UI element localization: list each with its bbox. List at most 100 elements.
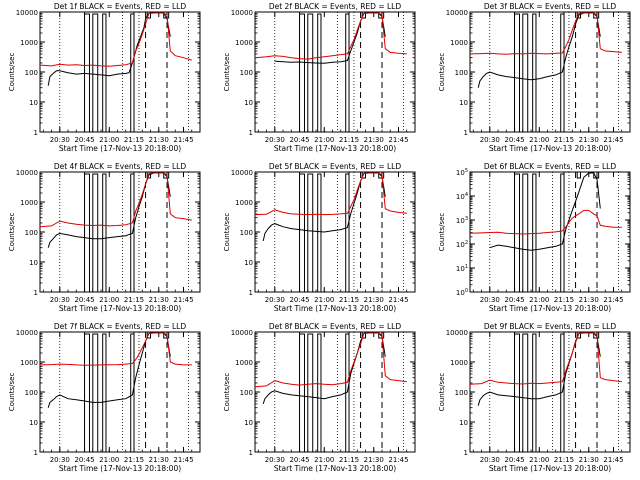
attenuator-marker: [593, 12, 600, 19]
panel-det-6f: Det 6f BLACK = Events, RED = LLD 100 101 10…: [438, 162, 631, 313]
x-tick-label: 21:45: [388, 456, 408, 464]
x-tick-label: 20:45: [504, 136, 524, 144]
x-tick-label: 21:45: [388, 296, 408, 304]
events-series-line: [489, 172, 601, 251]
events-series-line: [477, 12, 601, 88]
y-tick-label: 10000: [231, 9, 253, 17]
x-tick-label: 20:45: [74, 456, 94, 464]
x-tick-label: 21:30: [579, 136, 599, 144]
events-series-line: [262, 172, 386, 242]
data-gap-marker: [84, 173, 90, 292]
x-axis-label: Start Time (17-Nov-13 20:18:00): [274, 144, 396, 153]
x-tick-label: 21:30: [364, 456, 384, 464]
data-gap-marker: [299, 173, 305, 292]
attenuator-marker: [361, 172, 367, 179]
x-tick-label: 21:15: [124, 456, 144, 464]
y-tick-label: 100: [25, 69, 38, 77]
y-axis-label: Counts/sec: [223, 53, 231, 92]
y-tick-label: 103: [456, 216, 468, 225]
data-gap-marker: [345, 173, 350, 292]
events-series-line: [262, 332, 386, 405]
y-tick-label: 1: [464, 449, 468, 457]
x-tick-label: 20:30: [265, 136, 285, 144]
events-series-line: [477, 332, 601, 406]
data-gap-marker: [532, 333, 537, 452]
x-tick-label: 21:45: [603, 296, 623, 304]
x-tick-label: 21:15: [554, 456, 574, 464]
y-tick-label: 104: [456, 192, 468, 201]
data-gap-marker: [130, 333, 135, 452]
data-gap-marker: [317, 333, 322, 452]
x-tick-label: 21:00: [529, 136, 549, 144]
x-tick-label: 21:15: [339, 296, 359, 304]
x-tick-label: 21:00: [99, 136, 119, 144]
x-tick-label: 20:30: [265, 296, 285, 304]
y-tick-label: 10: [244, 259, 253, 267]
panel-det-1f: Det 1f BLACK = Events, RED = LLD 1 10 100 10…: [8, 2, 201, 153]
panel-title: Det 6f BLACK = Events, RED = LLD: [484, 162, 617, 171]
x-tick-label: 20:30: [50, 456, 70, 464]
y-tick-label: 100: [25, 229, 38, 237]
attenuator-marker: [378, 12, 385, 19]
data-gap-marker: [560, 173, 565, 292]
x-tick-label: 21:15: [124, 136, 144, 144]
panel-title: Det 7f BLACK = Events, RED = LLD: [54, 322, 187, 331]
data-gap-marker: [92, 333, 99, 452]
panel-det-8f: Det 8f BLACK = Events, RED = LLD 1 10 100 10…: [223, 322, 416, 473]
data-gap-marker: [522, 13, 529, 132]
lld-series-line: [254, 332, 407, 388]
x-tick-label: 21:15: [339, 456, 359, 464]
data-gap-marker: [514, 13, 520, 132]
x-tick-label: 20:45: [289, 456, 309, 464]
data-gap-marker: [130, 13, 135, 132]
plot-frame: [39, 331, 201, 453]
y-axis-label: Counts/sec: [8, 213, 16, 252]
y-tick-label: 10000: [16, 169, 38, 177]
data-gap-marker: [84, 333, 90, 452]
x-tick-label: 20:45: [74, 136, 94, 144]
y-tick-label: 10: [244, 419, 253, 427]
panel-det-2f: Det 2f BLACK = Events, RED = LLD 1 10 100 10…: [223, 2, 416, 153]
attenuator-marker: [576, 332, 582, 339]
x-axis-label: Start Time (17-Nov-13 20:18:00): [489, 464, 611, 473]
y-tick-label: 10000: [16, 329, 38, 337]
y-tick-label: 100: [240, 389, 253, 397]
data-gap-marker: [522, 333, 529, 452]
x-tick-label: 21:30: [579, 296, 599, 304]
panel-title: Det 3f BLACK = Events, RED = LLD: [484, 2, 617, 11]
y-tick-label: 102: [456, 240, 468, 249]
lld-series-line: [469, 332, 622, 385]
x-tick-label: 20:30: [480, 456, 500, 464]
y-tick-label: 1: [249, 129, 253, 137]
x-axis-label: Start Time (17-Nov-13 20:18:00): [59, 304, 181, 313]
x-tick-label: 21:00: [99, 456, 119, 464]
panel-det-7f: Det 7f BLACK = Events, RED = LLD 1 10 100 10…: [8, 322, 201, 473]
attenuator-marker: [361, 12, 367, 19]
attenuator-marker: [378, 172, 385, 179]
data-gap-marker: [345, 13, 350, 132]
plot-frame: [254, 11, 416, 133]
y-tick-label: 10000: [231, 169, 253, 177]
panel-title: Det 1f BLACK = Events, RED = LLD: [54, 2, 187, 11]
attenuator-marker: [361, 332, 367, 339]
x-tick-label: 21:45: [173, 456, 193, 464]
panel-title: Det 4f BLACK = Events, RED = LLD: [54, 162, 187, 171]
y-tick-label: 10: [459, 99, 468, 107]
y-axis-label: Counts/sec: [438, 53, 446, 92]
attenuator-marker: [378, 332, 385, 339]
attenuator-marker: [576, 172, 582, 179]
x-tick-label: 21:45: [173, 136, 193, 144]
y-tick-label: 1000: [20, 39, 38, 47]
y-tick-label: 10: [29, 99, 38, 107]
panel-title: Det 2f BLACK = Events, RED = LLD: [269, 2, 402, 11]
y-tick-label: 10000: [231, 329, 253, 337]
plot-frame: [469, 171, 631, 293]
lld-series-line: [254, 12, 407, 60]
y-tick-label: 1: [249, 449, 253, 457]
data-gap-marker: [514, 333, 520, 452]
x-tick-label: 21:00: [529, 296, 549, 304]
y-tick-label: 10: [29, 259, 38, 267]
x-tick-label: 21:30: [364, 296, 384, 304]
x-axis-label: Start Time (17-Nov-13 20:18:00): [274, 304, 396, 313]
x-tick-label: 21:15: [339, 136, 359, 144]
